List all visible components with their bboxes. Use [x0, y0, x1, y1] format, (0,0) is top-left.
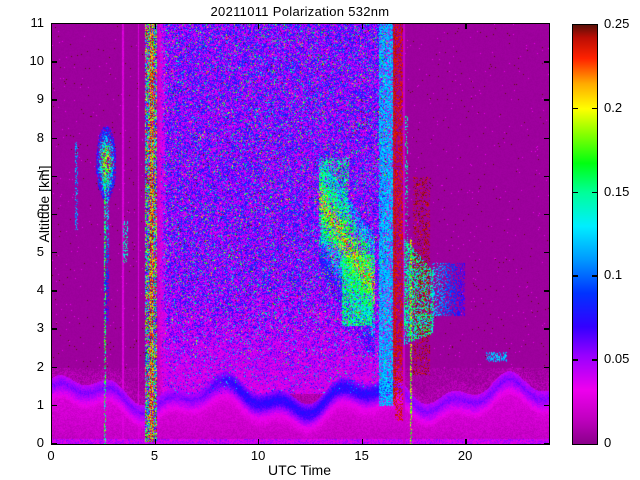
y-tick-mark: [544, 252, 549, 254]
x-tick-mark: [465, 24, 467, 29]
x-tick-mark: [258, 439, 260, 444]
x-axis-label: UTC Time: [268, 462, 331, 478]
colorbar-tick-mark: [592, 191, 597, 193]
y-tick-mark: [52, 99, 57, 101]
y-tick-label: 8: [36, 129, 44, 145]
y-tick-mark: [52, 290, 57, 292]
y-tick-mark: [52, 252, 57, 254]
x-tick-mark: [465, 439, 467, 444]
y-tick-mark: [52, 175, 57, 178]
colorbar-tick-label: 0: [604, 435, 612, 450]
y-tick-mark: [52, 443, 57, 445]
y-tick-mark: [52, 61, 57, 63]
x-tick-mark: [51, 439, 53, 444]
colorbar-tick-mark: [573, 191, 578, 193]
x-tick-label: 5: [150, 448, 159, 463]
y-tick-mark: [544, 328, 549, 330]
y-tick-label: 3: [36, 320, 44, 336]
y-tick-label: 1: [36, 396, 44, 412]
y-tick-label: 7: [36, 167, 44, 183]
y-tick-mark: [544, 443, 549, 445]
colorbar-tick-mark: [573, 359, 578, 361]
colorbar-tick-label: 0.1: [604, 267, 623, 283]
x-tick-mark: [154, 439, 156, 444]
chart-title: 20211011 Polarization 532nm: [210, 4, 390, 19]
y-tick-mark: [52, 23, 57, 25]
y-tick-label: 6: [36, 205, 44, 221]
x-tick-label: 15: [354, 448, 369, 463]
x-tick-mark: [361, 439, 364, 444]
colorbar-tick-mark: [573, 275, 578, 277]
y-axis-label: Altitude [km]: [36, 165, 52, 243]
x-tick-mark: [361, 24, 364, 29]
plot-area: [51, 23, 550, 445]
colorbar-tick-mark: [573, 107, 578, 110]
y-tick-mark: [52, 328, 57, 330]
x-tick-label: 10: [250, 448, 266, 463]
colorbar-tick-label: 0.25: [604, 16, 630, 31]
heatmap-canvas: [52, 24, 549, 444]
colorbar-tick-label: 0.05: [604, 351, 630, 367]
y-tick-mark: [544, 61, 549, 63]
y-tick-label: 0: [36, 435, 44, 450]
y-tick-mark: [544, 23, 549, 25]
y-tick-mark: [52, 404, 57, 407]
x-tick-mark: [154, 24, 156, 29]
x-tick-mark: [51, 24, 53, 29]
colorbar-tick-label: 0.15: [604, 183, 630, 199]
y-tick-mark: [544, 137, 549, 139]
y-tick-label: 10: [29, 53, 44, 69]
y-tick-label: 5: [36, 244, 44, 260]
x-tick-label: 20: [457, 448, 473, 463]
y-tick-mark: [52, 366, 57, 369]
y-tick-label: 2: [36, 358, 44, 374]
y-tick-mark: [544, 290, 549, 292]
y-tick-label: 9: [36, 91, 44, 107]
y-tick-mark: [52, 137, 57, 139]
y-tick-mark: [52, 213, 57, 216]
x-tick-mark: [258, 24, 260, 29]
colorbar-tick-mark: [592, 107, 597, 110]
y-tick-label: 4: [36, 282, 44, 298]
colorbar-tick-mark: [592, 275, 597, 277]
y-tick-mark: [544, 213, 549, 216]
y-tick-mark: [544, 175, 549, 178]
x-tick-label: 0: [47, 448, 55, 463]
colorbar-gradient: [573, 25, 597, 444]
y-tick-mark: [544, 366, 549, 369]
colorbar-tick-label: 0.2: [604, 99, 623, 115]
y-tick-mark: [544, 404, 549, 407]
colorbar-tick-mark: [592, 359, 597, 361]
y-tick-mark: [544, 99, 549, 101]
y-tick-label: 11: [30, 15, 45, 30]
colorbar: [572, 24, 598, 445]
